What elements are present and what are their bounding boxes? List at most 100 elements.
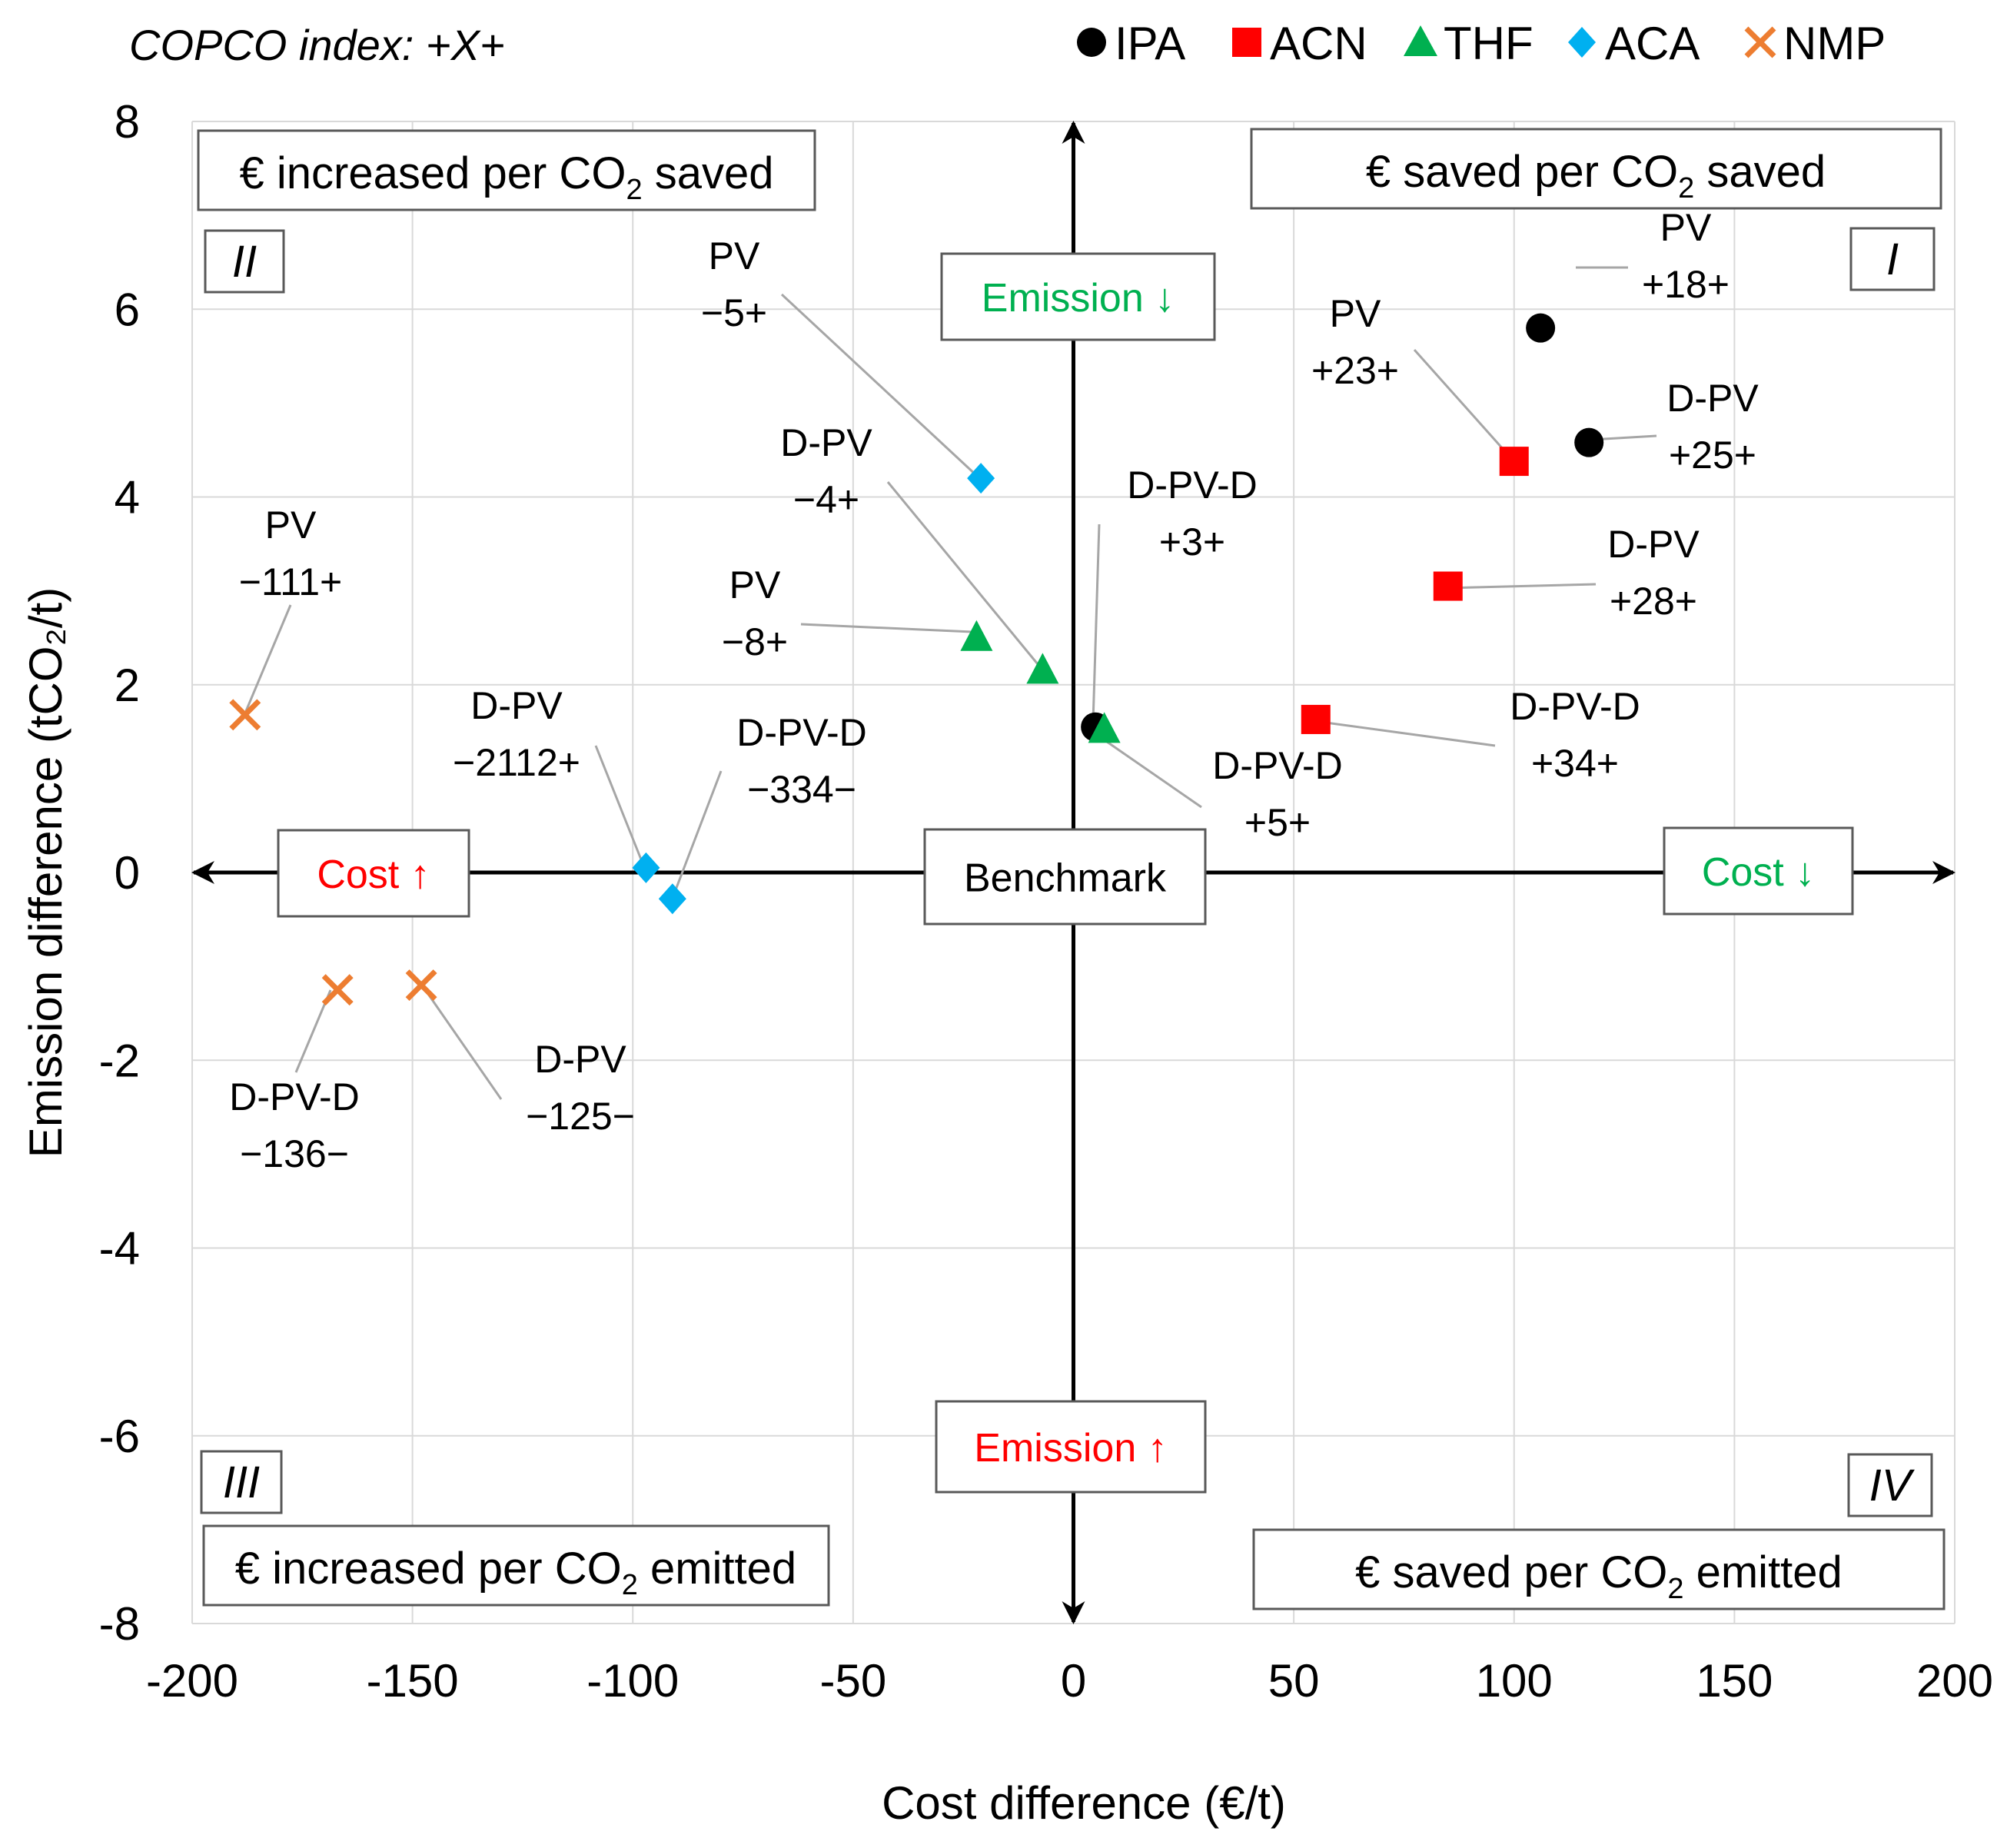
x-tick-label: 50 xyxy=(1268,1655,1320,1707)
point-label-index: +5+ xyxy=(1244,801,1311,844)
marker-thf xyxy=(960,620,993,651)
y-tick-label: -2 xyxy=(99,1035,140,1086)
cost-up-label: Cost ↑ xyxy=(317,853,430,897)
annotation-boxes: € increased per CO2 saved € saved per CO2… xyxy=(197,128,1946,1610)
y-tick-label: 0 xyxy=(115,847,140,899)
point-label-index: +34+ xyxy=(1531,742,1619,785)
legend-marker-acn xyxy=(1232,28,1261,57)
legend: IPA ACN THF ACA NMP xyxy=(1077,18,1886,69)
marker-ipa xyxy=(1574,427,1604,457)
benchmark-label: Benchmark xyxy=(964,856,1167,901)
leader-line xyxy=(421,985,503,1100)
point-label-name: PV xyxy=(265,504,317,547)
quadrant-i-numeral: I xyxy=(1886,234,1899,284)
point-label-index: −111+ xyxy=(239,560,342,603)
marker-thf xyxy=(1026,653,1059,684)
point-label-index: +3+ xyxy=(1159,520,1225,563)
legend-marker-thf xyxy=(1404,25,1437,56)
data-points xyxy=(229,313,1604,1006)
leader-line xyxy=(244,604,292,712)
point-label-name: PV xyxy=(1660,206,1712,249)
point-label-name: D-PV xyxy=(534,1038,626,1081)
point-label-name: D-PV-D xyxy=(1212,744,1342,787)
leader-line xyxy=(1413,349,1512,458)
y-tick-label: 8 xyxy=(115,96,140,148)
point-label-index: −136− xyxy=(240,1132,349,1175)
point-label-index: +25+ xyxy=(1669,434,1756,477)
legend-label-aca: ACA xyxy=(1605,18,1700,69)
quadrant-i-caption: € saved per CO2 saved xyxy=(1366,147,1826,204)
point-label-name: D-PV xyxy=(1607,523,1700,566)
quadrant-ii-numeral-box xyxy=(204,229,285,294)
quadrant-ii-caption: € increased per CO2 saved xyxy=(240,148,774,206)
cost-up-label-box xyxy=(277,829,470,918)
point-label-index: −4+ xyxy=(793,478,859,521)
emission-up-label: Emission ↑ xyxy=(974,1426,1167,1471)
point-label-name: PV xyxy=(729,563,781,607)
point-label-index: −2112+ xyxy=(453,741,580,784)
emission-down-label: Emission ↓ xyxy=(982,276,1175,321)
marker-nmp xyxy=(405,969,437,1002)
leader-line xyxy=(594,745,646,868)
x-tick-label: -200 xyxy=(146,1655,238,1707)
quadrant-iii-caption: € increased per CO2 emitted xyxy=(235,1544,796,1601)
quadrant-iii-numeral: III xyxy=(223,1457,260,1507)
legend-label-ipa: IPA xyxy=(1115,18,1185,69)
point-label-index: −5+ xyxy=(701,291,767,334)
marker-nmp xyxy=(321,974,354,1006)
x-tick-label: -100 xyxy=(586,1655,679,1707)
quadrant-iii-numeral-box xyxy=(200,1450,283,1514)
marker-aca xyxy=(967,463,995,494)
y-tick-label: -8 xyxy=(99,1598,140,1650)
x-tick-label: -150 xyxy=(367,1655,459,1707)
point-label-name: D-PV xyxy=(1666,377,1759,420)
marker-ipa xyxy=(1526,313,1556,343)
copco-index-note: COPCO index: +X+ xyxy=(129,21,505,69)
legend-marker-aca xyxy=(1568,27,1596,58)
y-axis-title: Emission difference (tCO₂/t) xyxy=(20,587,71,1158)
point-label-name: D-PV xyxy=(780,421,872,464)
leader-line xyxy=(780,293,979,478)
point-label-index: −125− xyxy=(526,1095,635,1138)
point-label-name: D-PV xyxy=(470,684,563,727)
quadrant-i-numeral-box xyxy=(1849,227,1936,291)
point-label-name: PV xyxy=(709,234,760,278)
point-label-name: D-PV-D xyxy=(229,1075,359,1118)
marker-acn xyxy=(1499,447,1529,477)
quadrant-iv-numeral-box xyxy=(1847,1453,1933,1517)
x-tick-label: 100 xyxy=(1476,1655,1553,1707)
point-label-index: +28+ xyxy=(1610,580,1697,623)
point-labels: PV +18+ D-PV +25+ D-PV-D +3+ PV +23+ D-PV +28+ D-P… xyxy=(229,206,1759,1175)
point-label-name: PV xyxy=(1330,292,1381,335)
legend-label-acn: ACN xyxy=(1270,18,1367,69)
point-label-index: +23+ xyxy=(1311,349,1399,392)
quadrant-i-caption-box xyxy=(1250,128,1942,210)
emission-down-label-box xyxy=(940,252,1216,341)
marker-thf xyxy=(1088,712,1121,743)
point-label-name: D-PV-D xyxy=(736,711,866,754)
quadrant-ii-numeral: II xyxy=(232,237,257,287)
point-label-index: +18+ xyxy=(1642,263,1730,306)
y-tick-label: -4 xyxy=(99,1223,140,1275)
x-axis-title: Cost difference (€/t) xyxy=(882,1777,1286,1829)
leader-line xyxy=(800,623,973,633)
leader-line xyxy=(1314,720,1496,747)
leader-line xyxy=(1092,523,1101,723)
quadrant-iv-numeral: IV xyxy=(1869,1461,1916,1511)
leader-line xyxy=(886,481,1043,670)
emission-up-label-box xyxy=(935,1400,1207,1494)
leader-line xyxy=(1444,583,1597,590)
x-tick-label: 0 xyxy=(1061,1655,1086,1707)
cost-down-label-box xyxy=(1663,826,1854,916)
quadrant-iv-caption-box xyxy=(1252,1528,1946,1610)
y-tick-label: 4 xyxy=(115,472,140,523)
leader-lines xyxy=(244,266,1657,1100)
legend-marker-ipa xyxy=(1077,28,1106,57)
quadrant-ii-caption-box xyxy=(197,129,816,211)
leader-line xyxy=(671,770,723,899)
quadrant-iv-caption: € saved per CO2 emitted xyxy=(1355,1547,1843,1605)
point-label-name: D-PV-D xyxy=(1127,464,1257,507)
cost-down-label: Cost ↓ xyxy=(1702,850,1815,895)
